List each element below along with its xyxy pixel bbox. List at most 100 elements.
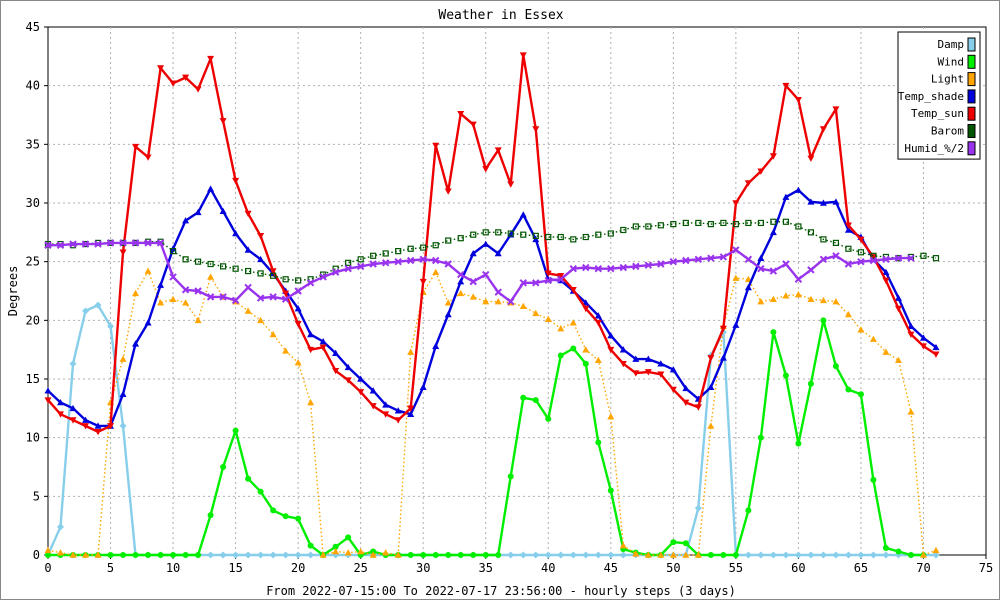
data-point	[94, 301, 102, 309]
data-point	[569, 287, 577, 294]
data-point	[869, 551, 877, 559]
data-point	[594, 551, 602, 559]
data-point	[444, 310, 452, 318]
data-point	[844, 310, 852, 318]
data-point	[469, 121, 477, 128]
data-point	[919, 343, 927, 350]
x-tick-label: 55	[729, 561, 743, 575]
data-point	[357, 256, 364, 263]
data-point	[732, 274, 740, 281]
data-point	[194, 258, 202, 265]
data-point	[519, 211, 527, 218]
data-point	[795, 223, 802, 230]
data-point	[670, 539, 677, 546]
data-point	[207, 273, 215, 280]
data-point	[344, 264, 352, 273]
data-point	[69, 551, 77, 558]
data-point	[869, 256, 878, 265]
data-point	[69, 404, 77, 412]
data-point	[270, 507, 277, 514]
data-point	[932, 255, 940, 262]
data-point	[132, 552, 139, 558]
data-point	[382, 250, 389, 257]
data-point	[844, 551, 852, 559]
data-point	[757, 434, 764, 441]
data-point	[157, 65, 165, 72]
data-point	[907, 322, 915, 329]
data-point	[857, 257, 865, 266]
data-point	[845, 386, 852, 393]
x-tick-label: 15	[228, 561, 242, 575]
data-point	[582, 233, 589, 241]
y-tick-label: 0	[33, 548, 40, 562]
data-point	[870, 476, 877, 483]
data-point	[256, 294, 265, 302]
data-point	[507, 473, 514, 480]
data-point	[732, 321, 740, 328]
data-point	[144, 154, 152, 161]
data-point	[882, 544, 889, 551]
data-point	[432, 342, 440, 349]
x-tick-label: 35	[479, 561, 493, 575]
data-point	[832, 239, 840, 246]
y-tick-label: 30	[26, 196, 40, 210]
data-point	[644, 551, 652, 558]
legend-label: Humid_%/2	[904, 142, 964, 155]
data-point	[820, 317, 827, 324]
data-point	[619, 263, 628, 272]
data-point	[445, 237, 452, 244]
x-tick-label: 50	[666, 561, 680, 575]
data-point	[857, 391, 864, 398]
x-tick-label: 25	[353, 561, 367, 575]
data-point	[657, 222, 664, 229]
data-point	[619, 551, 627, 559]
data-point	[920, 252, 927, 259]
data-point	[344, 377, 352, 384]
data-point	[857, 326, 865, 333]
data-point	[494, 249, 502, 257]
data-point	[544, 315, 552, 322]
data-point	[269, 293, 277, 301]
data-point	[295, 515, 302, 522]
data-point	[44, 546, 52, 554]
data-point	[695, 219, 702, 227]
x-tick-label: 70	[916, 561, 930, 575]
data-point	[782, 372, 789, 379]
data-point	[607, 264, 615, 273]
data-point	[231, 296, 240, 305]
data-point	[520, 394, 527, 401]
data-point	[432, 268, 440, 276]
legend-box	[897, 31, 981, 160]
legend-swatch	[967, 37, 976, 52]
x-tick-label: 0	[44, 561, 51, 575]
legend-swatch	[967, 54, 976, 69]
data-point	[381, 259, 390, 267]
data-point	[719, 354, 727, 361]
data-point	[57, 411, 65, 418]
data-point	[544, 551, 552, 559]
data-point	[69, 360, 77, 368]
data-point	[694, 404, 702, 411]
data-point	[557, 275, 565, 283]
data-point	[232, 265, 239, 272]
data-point	[644, 369, 652, 376]
data-point	[382, 549, 390, 556]
data-point	[120, 552, 127, 558]
data-point	[794, 291, 802, 298]
data-point	[782, 218, 789, 225]
data-point	[607, 332, 615, 339]
data-point	[682, 551, 690, 558]
data-point	[94, 429, 102, 436]
x-tick-label: 75	[979, 561, 993, 575]
data-point	[770, 329, 777, 336]
data-point	[832, 363, 839, 370]
data-point	[557, 325, 565, 332]
data-point	[420, 244, 427, 251]
data-point	[632, 550, 640, 557]
data-point	[720, 552, 727, 558]
data-point	[657, 551, 665, 558]
data-point	[594, 319, 602, 327]
data-point	[582, 346, 590, 353]
data-point	[157, 281, 165, 288]
data-point	[244, 283, 252, 292]
